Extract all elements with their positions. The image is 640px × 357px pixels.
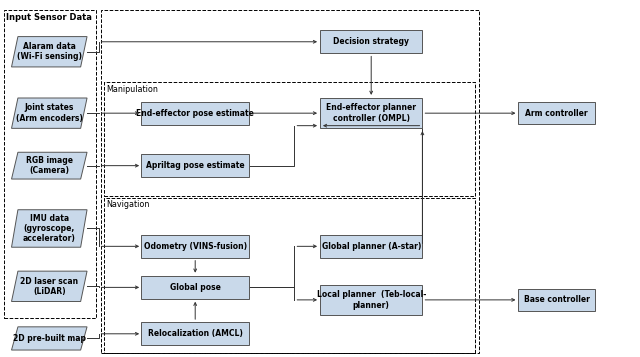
FancyBboxPatch shape (141, 101, 249, 125)
Text: Relocalization (AMCL): Relocalization (AMCL) (148, 329, 243, 338)
Text: Arm controller: Arm controller (525, 109, 588, 118)
FancyBboxPatch shape (141, 235, 249, 258)
FancyBboxPatch shape (320, 235, 422, 258)
Polygon shape (12, 152, 87, 179)
Text: 2D laser scan
(LiDAR): 2D laser scan (LiDAR) (20, 277, 78, 296)
Text: Local planner  (Teb-local-
planner): Local planner (Teb-local- planner) (317, 290, 426, 310)
FancyBboxPatch shape (141, 276, 249, 299)
Polygon shape (12, 271, 87, 301)
Text: End-effector pose estimate: End-effector pose estimate (136, 109, 254, 118)
Text: Input Sensor Data: Input Sensor Data (6, 13, 92, 22)
Text: Joint states
(Arm encoders): Joint states (Arm encoders) (16, 104, 83, 123)
FancyBboxPatch shape (518, 102, 595, 124)
Text: Base controller: Base controller (524, 295, 589, 305)
Polygon shape (12, 210, 87, 247)
Polygon shape (12, 37, 87, 67)
FancyBboxPatch shape (320, 30, 422, 53)
FancyBboxPatch shape (141, 322, 249, 346)
Text: IMU data
(gyroscope,
accelerator): IMU data (gyroscope, accelerator) (23, 213, 76, 243)
Text: End-effector planner
controller (OMPL): End-effector planner controller (OMPL) (326, 104, 416, 123)
FancyBboxPatch shape (141, 154, 249, 177)
Text: Apriltag pose estimate: Apriltag pose estimate (146, 161, 244, 170)
Text: 2D pre-built map: 2D pre-built map (13, 334, 86, 343)
Text: RGB image
(Camera): RGB image (Camera) (26, 156, 73, 175)
Text: Manipulation: Manipulation (106, 85, 158, 94)
FancyBboxPatch shape (320, 98, 422, 128)
Polygon shape (12, 98, 87, 128)
Text: Global planner (A-star): Global planner (A-star) (321, 242, 421, 251)
Text: Navigation: Navigation (106, 200, 150, 209)
FancyBboxPatch shape (320, 285, 422, 315)
Text: Decision strategy: Decision strategy (333, 37, 409, 46)
Text: Global pose: Global pose (170, 283, 221, 292)
Polygon shape (12, 327, 87, 350)
FancyBboxPatch shape (518, 289, 595, 311)
Text: Alaram data
(Wi-Fi sensing): Alaram data (Wi-Fi sensing) (17, 42, 82, 61)
Text: Odometry (VINS-fusion): Odometry (VINS-fusion) (143, 242, 247, 251)
